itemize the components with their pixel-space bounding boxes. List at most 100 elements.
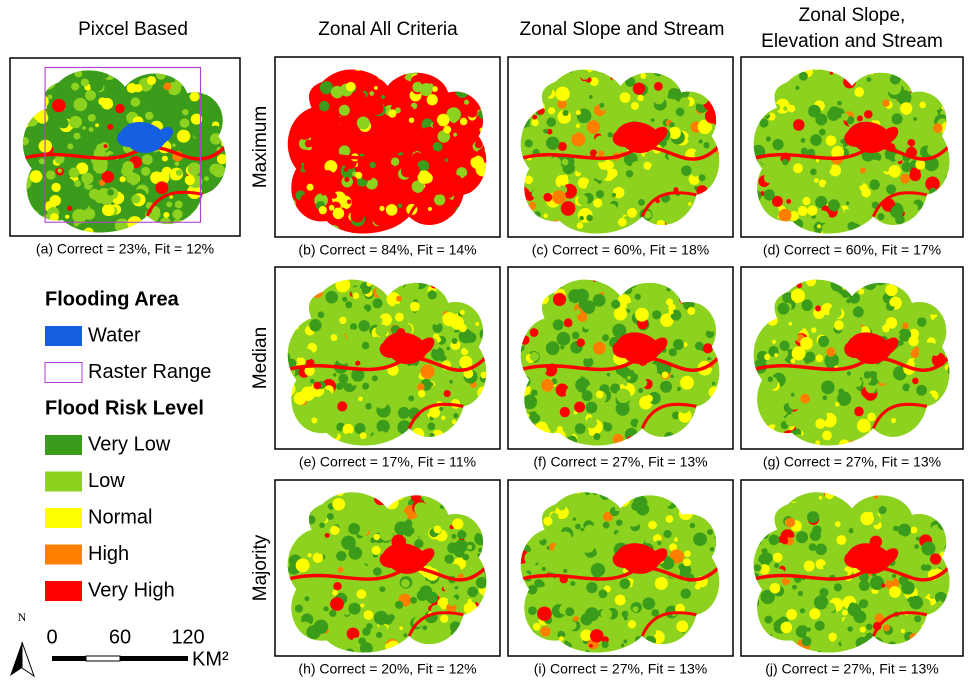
map-patch	[371, 342, 380, 351]
map-patch	[803, 523, 812, 532]
map-patch	[841, 636, 853, 648]
map-patch	[626, 170, 633, 177]
map-patch	[576, 110, 581, 115]
map-patch	[447, 542, 458, 553]
map-patch	[817, 210, 829, 223]
map-patch	[909, 386, 915, 392]
map-patch	[616, 402, 630, 416]
map-patch	[310, 379, 315, 384]
map-patch	[147, 76, 156, 85]
map-patch	[537, 607, 552, 621]
map-patch	[883, 624, 890, 631]
map-patch	[330, 597, 344, 611]
map-patch	[676, 621, 688, 633]
map-patch	[464, 100, 469, 105]
scale-seg	[86, 656, 120, 661]
map-patch	[317, 549, 322, 554]
map-patch	[381, 508, 391, 518]
map-patch	[631, 161, 642, 172]
map-patch	[329, 328, 334, 333]
map-patch	[329, 205, 335, 211]
map-patch	[463, 175, 472, 184]
map-patch	[319, 522, 325, 528]
map-patch	[155, 212, 161, 217]
map-patch	[687, 307, 695, 315]
map-patch	[929, 397, 936, 404]
map-patch	[454, 394, 460, 400]
map-patch	[361, 309, 368, 316]
map-patch	[373, 534, 380, 540]
map-patch	[131, 195, 140, 204]
row-label: Maximum	[250, 106, 271, 188]
map-patch	[642, 535, 646, 539]
map-patch	[406, 365, 420, 379]
map-patch	[699, 140, 703, 144]
map-patch	[465, 343, 472, 350]
map-patch	[73, 133, 80, 140]
map-patch	[104, 144, 108, 148]
map-patch	[638, 388, 643, 393]
map-patch	[457, 530, 466, 539]
map-patch	[602, 621, 615, 633]
map-patch	[821, 381, 834, 395]
map-patch	[350, 323, 357, 330]
legend-label: Water	[88, 324, 141, 346]
map-patch	[72, 209, 87, 223]
map-patch	[563, 217, 567, 221]
map-patch	[596, 391, 604, 399]
map-patch	[315, 530, 324, 539]
map-patch	[815, 305, 821, 311]
map-patch	[118, 147, 122, 151]
map-patch	[618, 637, 622, 641]
map-patch	[877, 369, 891, 384]
map-patch	[585, 607, 599, 621]
map-patch	[149, 188, 154, 192]
map-patch	[807, 627, 811, 631]
map-patch	[384, 164, 394, 174]
map-patch	[866, 624, 873, 631]
map-patch	[319, 101, 329, 111]
map-patch	[410, 597, 417, 604]
map-patch	[620, 578, 631, 589]
map-patch	[107, 124, 113, 130]
panel-caption: (j) Correct = 27%, Fit = 13%	[765, 661, 939, 677]
map-patch	[854, 407, 864, 417]
map-patch	[891, 418, 896, 423]
map-patch	[576, 124, 580, 128]
map-patch	[584, 496, 598, 510]
map-patch	[608, 168, 617, 177]
map-patch	[530, 352, 539, 361]
map-patch	[900, 174, 910, 184]
map-patch	[616, 519, 623, 525]
map-patch	[914, 615, 921, 622]
map-patch	[710, 547, 714, 551]
map-patch	[348, 523, 360, 535]
map-patch	[348, 603, 360, 615]
legend-heading: Flood Risk Level	[45, 397, 204, 419]
column-title: Zonal Slope and Stream	[520, 19, 725, 40]
scale-unit: KM²	[192, 648, 229, 670]
map-patch	[824, 184, 829, 190]
map-patch	[549, 524, 562, 536]
map-patch	[427, 422, 435, 430]
map-patch	[826, 347, 835, 356]
map-patch	[814, 595, 828, 609]
map-patch	[764, 173, 773, 183]
map-patch	[368, 413, 374, 419]
map-patch	[438, 311, 442, 315]
map-patch	[796, 531, 808, 543]
map-patch	[935, 370, 945, 380]
panel-caption: (g) Correct = 27%, Fit = 13%	[763, 454, 941, 470]
map-patch	[669, 348, 677, 356]
map-patch	[574, 401, 585, 412]
map-patch	[405, 163, 419, 177]
map-patch	[534, 343, 542, 351]
north-label: N	[18, 610, 27, 624]
map-patch	[841, 509, 855, 523]
map-patch	[460, 118, 468, 126]
scale-seg	[120, 656, 188, 661]
map-patch	[346, 82, 356, 92]
map-patch	[371, 102, 384, 115]
map-patch	[627, 208, 637, 218]
map-patch	[408, 395, 414, 401]
